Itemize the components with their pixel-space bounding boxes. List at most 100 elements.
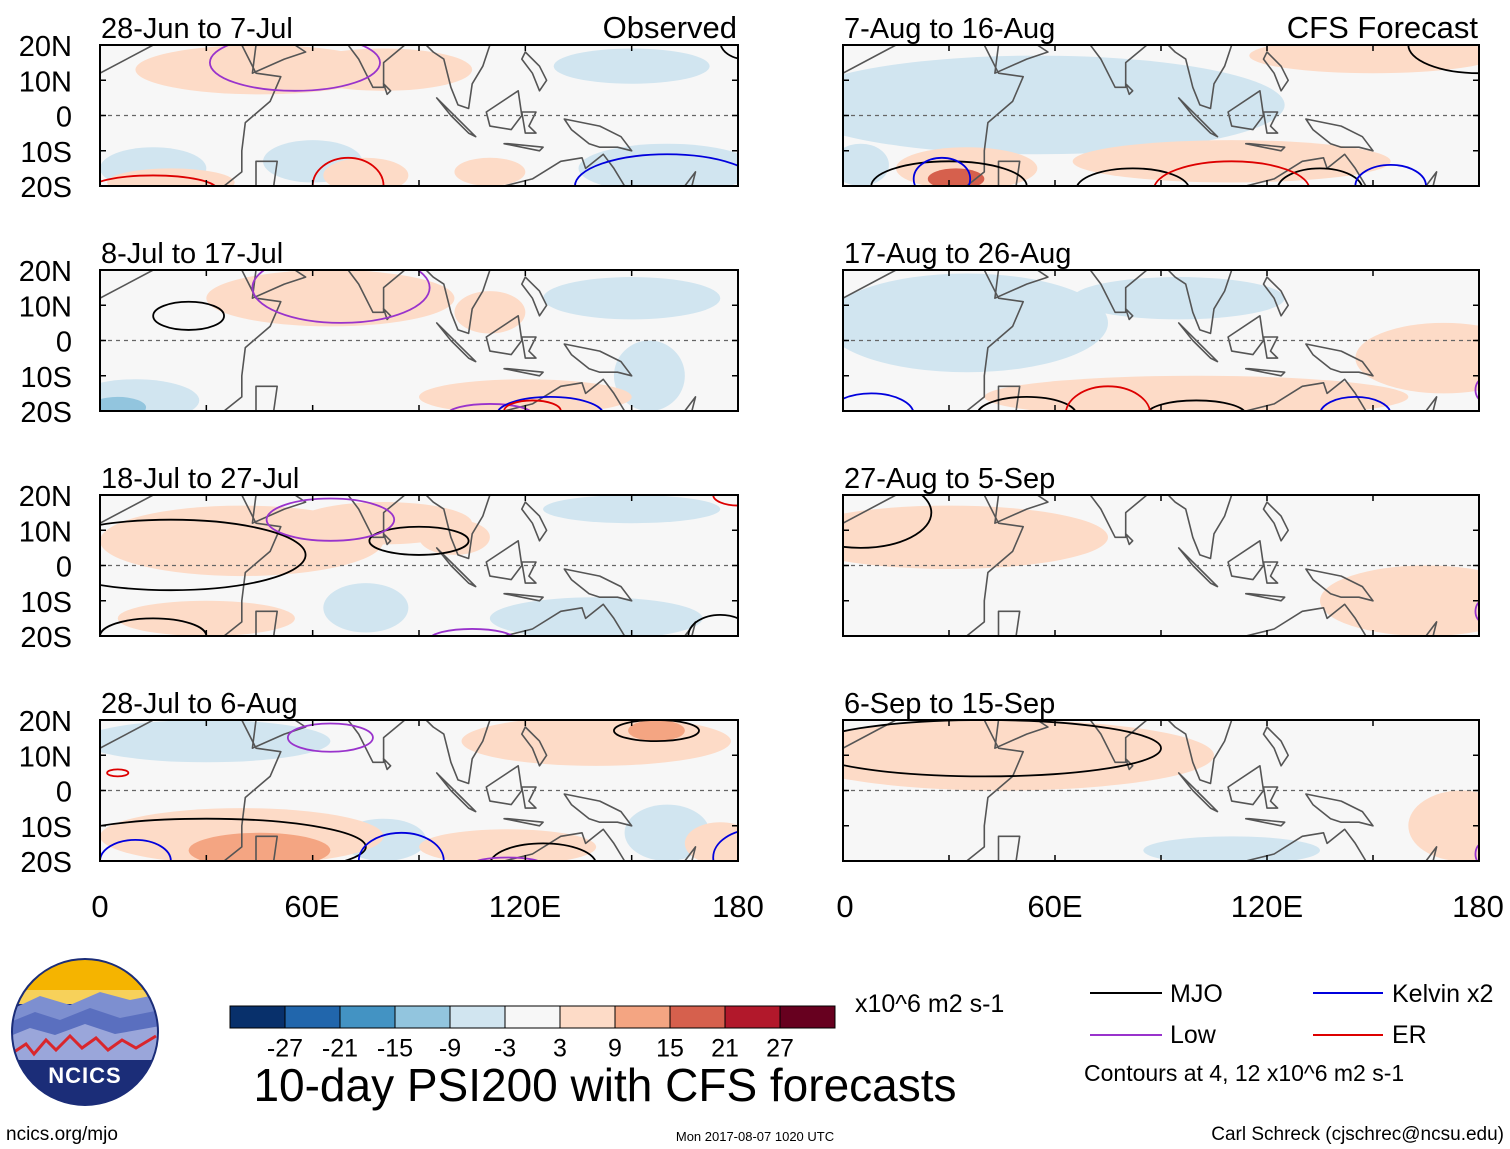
negative-anomaly-patch xyxy=(1143,836,1320,861)
panel-plot-area xyxy=(843,45,1479,186)
er-contour xyxy=(1065,385,1151,411)
coastline xyxy=(255,160,278,186)
colorbar-swatch xyxy=(779,1005,836,1029)
coastline xyxy=(100,45,282,186)
coastline xyxy=(503,817,544,827)
coastline xyxy=(485,765,523,806)
coastline xyxy=(503,828,626,861)
y-tick-label: 20S xyxy=(20,172,72,204)
coastline xyxy=(1167,720,1233,785)
coastline xyxy=(997,385,1021,411)
y-tick-label: 20S xyxy=(20,622,72,654)
coastline xyxy=(1305,118,1374,152)
map-panel-forecast: 17-Aug to 26-Aug xyxy=(842,238,1480,412)
mjo-contour xyxy=(368,525,470,556)
mjo-contour xyxy=(843,720,1162,778)
negative-anomaly-patch xyxy=(323,583,409,633)
coastline xyxy=(1177,322,1219,363)
coastline xyxy=(100,720,282,861)
y-tick-label: 0 xyxy=(56,552,72,584)
y-tick-label: 10N xyxy=(19,66,72,98)
mjo-contour xyxy=(1147,399,1246,411)
coastline xyxy=(1075,45,1149,89)
coastline xyxy=(843,270,1024,411)
website-link[interactable]: ncics.org/mjo xyxy=(6,1124,118,1145)
panel-plot-area xyxy=(100,720,738,861)
coastline xyxy=(1305,568,1374,602)
negative-anomaly-patch xyxy=(843,55,1285,155)
kelvin-contour xyxy=(1354,163,1427,186)
coastline xyxy=(684,396,697,411)
positive-anomaly-patch xyxy=(454,291,526,334)
coastline xyxy=(1245,367,1286,377)
low-contour xyxy=(209,45,381,92)
x-tick-label: 0 xyxy=(91,889,108,924)
low-contour xyxy=(430,628,514,636)
coastlines xyxy=(843,45,1438,186)
colorbar-tick-label: -15 xyxy=(377,1035,413,1063)
er-contour xyxy=(106,768,130,778)
positive-anomaly-patch xyxy=(628,720,685,742)
positive-anomaly-patch xyxy=(323,157,409,186)
y-tick-label: 10N xyxy=(19,516,72,548)
coastline xyxy=(382,83,392,96)
positive-anomaly-patch xyxy=(684,822,738,861)
low-contour xyxy=(265,497,396,542)
colorbar-swatch xyxy=(339,1005,396,1029)
coastline xyxy=(435,547,477,588)
coastline xyxy=(1245,828,1367,861)
colorbar-swatch xyxy=(504,1005,561,1029)
mjo-contour xyxy=(1277,167,1363,186)
negative-anomaly-patch xyxy=(543,495,721,524)
coastline xyxy=(1167,495,1233,560)
y-tick-label: 20N xyxy=(19,256,72,288)
coastline xyxy=(251,270,307,299)
negative-anomaly-patch xyxy=(489,597,703,636)
x-axis-right: 0 60E 120E 180 xyxy=(836,889,1503,924)
coastline xyxy=(333,270,406,314)
coastline xyxy=(1124,308,1134,321)
coastline xyxy=(997,160,1021,186)
ncics-logo[interactable]: NCICS xyxy=(10,958,160,1110)
colorbar-swatch xyxy=(449,1005,506,1029)
y-tick-label: 0 xyxy=(56,327,72,359)
x-tick-label: 180 xyxy=(712,889,764,924)
coastline xyxy=(1124,533,1134,546)
legend: MJO Low Kelvin x2 ER Contours at 4, 12 x… xyxy=(1084,980,1493,1086)
coastline xyxy=(521,51,548,92)
mjo-contour xyxy=(100,817,367,861)
coastline xyxy=(503,592,544,602)
y-tick-label: 10S xyxy=(20,587,72,619)
x-tick-label: 120E xyxy=(1231,889,1303,924)
coastline xyxy=(1167,270,1233,335)
er-contour xyxy=(311,156,385,186)
kelvin-contour xyxy=(1319,396,1391,411)
coastlines xyxy=(843,270,1438,411)
low-contour xyxy=(1474,601,1479,622)
y-tick-label: 20N xyxy=(19,481,72,513)
timestamp: Mon 2017-08-07 1020 UTC xyxy=(676,1129,834,1144)
panel-plot-area xyxy=(100,45,738,186)
panel-title: 7-Aug to 16-Aug xyxy=(844,13,1055,45)
coastline xyxy=(521,336,537,359)
colorbar-swatch xyxy=(724,1005,781,1029)
legend-er-label: ER xyxy=(1392,1021,1427,1049)
colorbar-tick-label: 27 xyxy=(766,1035,794,1063)
coastline xyxy=(1425,621,1438,636)
panel-title: 6-Sep to 15-Sep xyxy=(844,688,1055,720)
coastline xyxy=(1245,142,1286,152)
coastline xyxy=(843,495,1024,636)
x-axis-left: 0 60E 120E 180 xyxy=(91,889,763,924)
kelvin-contour xyxy=(843,392,915,411)
coastline xyxy=(485,315,523,356)
mjo-contour xyxy=(613,720,700,743)
coastline xyxy=(521,276,548,317)
x-tick-label: 120E xyxy=(489,889,561,924)
coastlines xyxy=(100,720,697,861)
legend-mjo-label: MJO xyxy=(1170,980,1223,1008)
observed-label: Observed xyxy=(603,10,737,45)
mjo-contour xyxy=(1076,167,1190,186)
positive-anomaly-patch xyxy=(1408,790,1479,861)
